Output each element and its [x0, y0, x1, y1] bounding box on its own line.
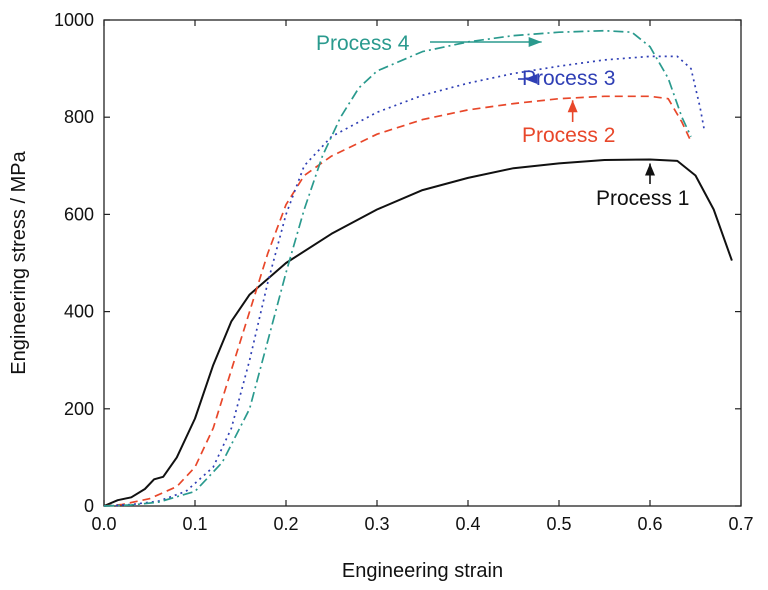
- x-tick-label: 0.6: [637, 514, 662, 534]
- y-tick-labels: 0 200 400 600 800 1000: [54, 10, 94, 516]
- x-tick-label: 0.2: [273, 514, 298, 534]
- annotation-label: Process 3: [522, 67, 615, 90]
- annotation-process-2: Process 2: [522, 100, 615, 147]
- x-tick-label: 0.3: [364, 514, 389, 534]
- x-tick-label: 0.1: [182, 514, 207, 534]
- x-tick-label: 0.4: [455, 514, 480, 534]
- x-tick-label: 0.0: [91, 514, 116, 534]
- annotation-arrowhead-icon: [645, 163, 655, 176]
- plot-area-frame: [103, 19, 742, 507]
- x-tick-label: 0.5: [546, 514, 571, 534]
- annotation-label: Process 2: [522, 124, 615, 147]
- x-tick-labels: 0.0 0.1 0.2 0.3 0.4 0.5 0.6 0.7: [91, 514, 753, 534]
- annotation-arrowhead-icon: [567, 100, 578, 113]
- series-line-process-1: [103, 158, 733, 507]
- annotations: Process 1 Process 2 Process 3 Process 4: [316, 32, 689, 210]
- y-tick-label: 400: [64, 302, 94, 322]
- y-axis-label: Engineering stress / MPa: [8, 150, 30, 374]
- annotation-label: Process 4: [316, 32, 410, 55]
- plot-frame: [103, 19, 742, 507]
- series-line-process-4: [103, 29, 692, 507]
- x-axis-label: Engineering strain: [342, 560, 503, 582]
- x-tick-label: 0.7: [728, 514, 753, 534]
- series-line-process-3: [103, 55, 706, 507]
- annotation-process-3: Process 3: [518, 67, 615, 90]
- series-line-process-2: [103, 95, 692, 507]
- annotation-arrowhead-icon: [528, 37, 542, 47]
- y-tick-label: 200: [64, 399, 94, 419]
- axis-ticks: [103, 19, 742, 507]
- annotation-label: Process 1: [596, 187, 689, 210]
- annotation-process-1: Process 1: [596, 163, 689, 210]
- y-tick-label: 800: [64, 107, 94, 127]
- annotation-process-4: Process 4: [316, 32, 542, 55]
- data-series: [103, 29, 733, 507]
- y-tick-label: 0: [84, 496, 94, 516]
- y-tick-label: 1000: [54, 10, 94, 30]
- annotation-arrowhead-icon: [524, 74, 538, 84]
- y-tick-label: 600: [64, 204, 94, 224]
